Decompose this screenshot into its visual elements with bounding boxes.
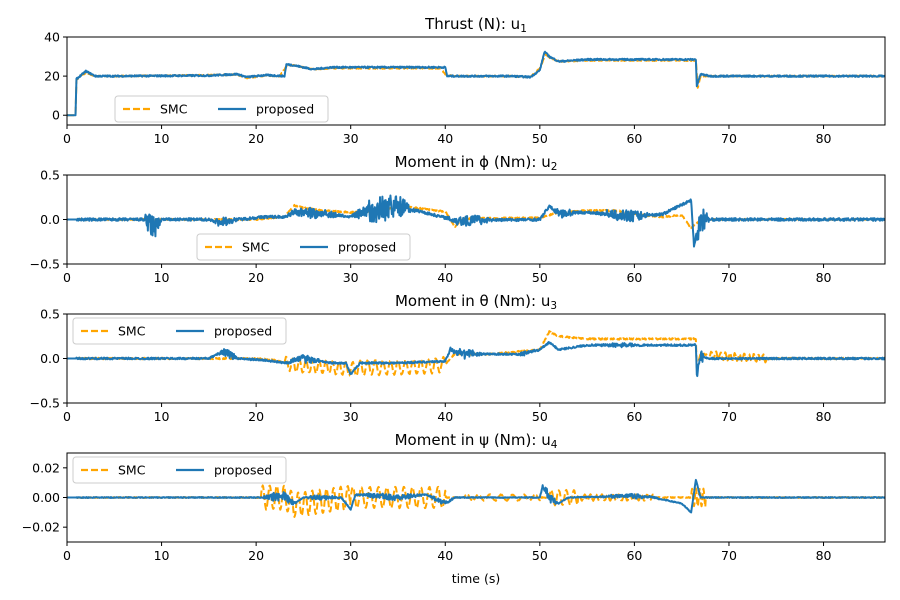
y-tick-label: 0.5	[40, 307, 60, 322]
x-tick-label: 30	[343, 548, 359, 563]
x-tick-label: 0	[63, 270, 71, 285]
x-tick-label: 80	[816, 548, 832, 563]
x-tick-label: 30	[343, 270, 359, 285]
panel-title: Moment in ψ (Nm): u4	[395, 431, 558, 451]
y-tick-label: 0.0	[40, 212, 60, 227]
subplot-3: 0 10 20 30 40 50 60 70 80 −0.5 0.0 0.5 Moment in θ (…	[30, 292, 886, 424]
panel-title: Moment in ϕ (Nm): u2	[395, 153, 558, 173]
x-axis-label: time (s)	[452, 571, 500, 586]
y-tick-label: −0.02	[22, 520, 60, 535]
y-tick-label: 0.0	[40, 351, 60, 366]
legend-label-proposed: proposed	[256, 102, 314, 117]
x-tick-label: 40	[437, 131, 453, 146]
x-tick-label: 20	[248, 131, 264, 146]
x-tick-label: 40	[437, 270, 453, 285]
x-tick-label: 10	[154, 131, 170, 146]
x-tick-label: 80	[816, 131, 832, 146]
x-tick-label: 70	[721, 270, 737, 285]
x-tick-label: 80	[816, 409, 832, 424]
legend: SMC proposed	[196, 233, 411, 261]
legend-label-proposed: proposed	[214, 463, 272, 478]
axes-frame	[66, 36, 886, 126]
legend-label-proposed: proposed	[214, 324, 272, 339]
x-tick-label: 50	[532, 270, 548, 285]
x-tick-label: 0	[63, 131, 71, 146]
x-tick-label: 60	[626, 131, 642, 146]
x-tick-label: 20	[248, 548, 264, 563]
x-tick-label: 60	[626, 548, 642, 563]
x-tick-label: 80	[816, 270, 832, 285]
y-tick-label: 0.02	[32, 460, 60, 475]
series-line-proposed	[67, 194, 885, 248]
x-tick-label: 0	[63, 409, 71, 424]
x-tick-label: 50	[532, 131, 548, 146]
x-tick-label: 10	[154, 548, 170, 563]
x-tick-label: 60	[626, 409, 642, 424]
x-tick-label: 70	[721, 548, 737, 563]
y-tick-label: −0.5	[30, 257, 60, 272]
x-tick-label: 10	[154, 270, 170, 285]
x-tick-label: 50	[532, 409, 548, 424]
legend: SMC proposed	[114, 95, 329, 123]
legend: SMC proposed	[72, 317, 287, 345]
x-tick-label: 50	[532, 548, 548, 563]
x-tick-label: 70	[721, 409, 737, 424]
legend-label-smc: SMC	[242, 240, 270, 255]
y-tick-label: 0.00	[32, 490, 60, 505]
x-tick-label: 0	[63, 548, 71, 563]
y-tick-label: 20	[44, 69, 60, 84]
x-tick-label: 70	[721, 131, 737, 146]
legend: SMC proposed	[72, 456, 287, 484]
legend-label-smc: SMC	[118, 463, 146, 478]
series-line-proposed	[67, 50, 885, 117]
series-line-proposed	[67, 340, 885, 378]
panel-title: Moment in θ (Nm): u3	[395, 292, 557, 312]
x-tick-label: 20	[248, 270, 264, 285]
x-tick-label: 30	[343, 409, 359, 424]
x-tick-label: 40	[437, 409, 453, 424]
y-tick-label: 0.5	[40, 168, 60, 183]
x-tick-label: 10	[154, 409, 170, 424]
series-line-proposed	[67, 478, 885, 514]
x-tick-label: 40	[437, 548, 453, 563]
subplot-4: 0 10 20 30 40 50 60 70 80 −0.02 0.00 0.02 Moment in …	[22, 431, 886, 563]
y-tick-label: 40	[44, 30, 60, 45]
subplot-1: 0 10 20 30 40 50 60 70 80 0 20 40 Thrust (N): u1 SMC p…	[44, 15, 886, 146]
x-tick-label: 20	[248, 409, 264, 424]
x-tick-label: 30	[343, 131, 359, 146]
y-tick-label: 0	[52, 108, 60, 123]
legend-label-proposed: proposed	[338, 240, 396, 255]
legend-label-smc: SMC	[118, 324, 146, 339]
subplots: 0 10 20 30 40 50 60 70 80 0 20 40 Thrust (N): u1 SMC p…	[22, 15, 886, 563]
x-tick-label: 60	[626, 270, 642, 285]
y-tick-label: −0.5	[30, 396, 60, 411]
series-line-smc	[67, 484, 885, 518]
subplot-2: 0 10 20 30 40 50 60 70 80 −0.5 0.0 0.5 Moment in ϕ (…	[30, 153, 886, 285]
legend-label-smc: SMC	[160, 102, 188, 117]
panel-title: Thrust (N): u1	[424, 15, 527, 35]
